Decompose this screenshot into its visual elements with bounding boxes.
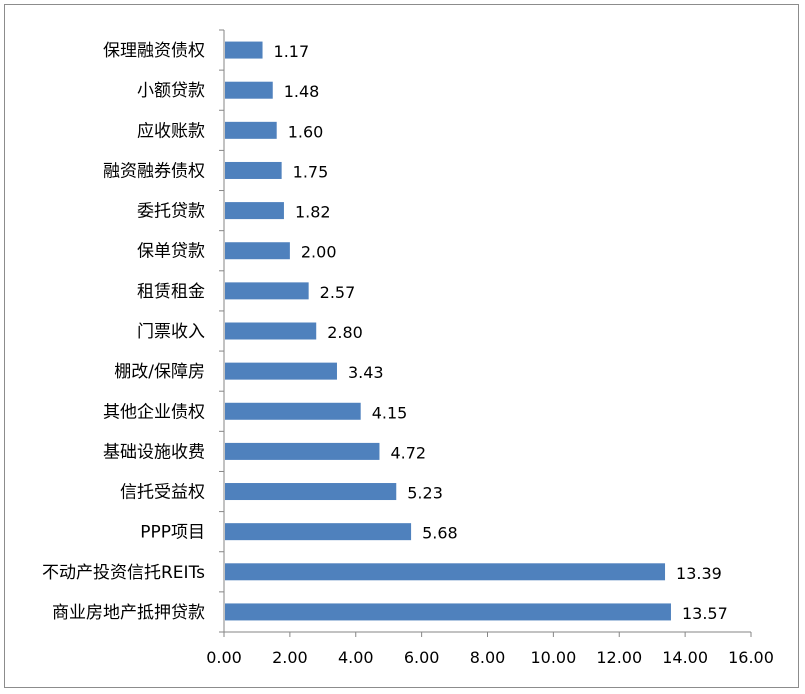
category-label: 棚改/保障房 [114,362,205,382]
category-label: 信托受益权 [120,483,205,503]
value-label: 13.57 [682,604,728,623]
value-label: 2.00 [301,243,337,262]
value-label: 1.48 [284,82,320,101]
bar [225,442,380,460]
x-tick-label: 2.00 [272,648,308,667]
bar [225,282,309,300]
value-label: 1.17 [274,42,310,61]
category-label: 门票收入 [137,322,205,342]
value-label: 3.43 [348,363,384,382]
value-label: 5.68 [422,524,458,543]
value-label: 4.72 [390,443,426,462]
value-label: 2.80 [327,323,363,342]
x-tick-label: 4.00 [338,648,374,667]
x-tick-label: 14.00 [662,648,708,667]
bar [225,161,282,179]
value-label: 2.57 [320,283,356,302]
category-label: 保单贷款 [137,242,205,262]
value-label: 4.15 [372,403,408,422]
bar [225,322,317,340]
category-label: 委托贷款 [137,202,205,222]
bar [225,202,284,220]
category-label: 租赁租金 [137,282,205,302]
x-tick-label: 6.00 [404,648,440,667]
category-label: 基础设施收费 [103,442,205,462]
value-label: 1.75 [293,162,329,181]
x-tick-label: 16.00 [728,648,774,667]
bar [225,242,290,260]
category-label: 小额贷款 [137,81,205,101]
category-label: 融资融券债权 [103,161,205,181]
category-label: 应收账款 [137,121,205,141]
bar [225,483,397,501]
bar [225,402,361,420]
value-label: 1.82 [295,203,331,222]
bar [225,81,273,99]
bar [225,523,412,541]
category-label: 不动产投资信托REITs [42,563,205,583]
value-label: 13.39 [676,564,722,583]
bar [225,563,666,581]
x-tick-label: 0.00 [206,648,242,667]
bar [225,41,263,59]
bar [225,362,337,380]
value-label: 5.23 [407,484,443,503]
category-label: 商业房地产抵押贷款 [52,603,205,623]
x-tick-label: 8.00 [470,648,506,667]
x-tick-label: 12.00 [596,648,642,667]
category-label: 其他企业债权 [103,402,205,422]
bar [225,603,671,621]
x-tick-label: 10.00 [530,648,576,667]
category-label: 保理融资债权 [103,41,205,61]
value-label: 1.60 [288,122,324,141]
bar [225,121,277,139]
category-label: PPP项目 [140,523,205,543]
